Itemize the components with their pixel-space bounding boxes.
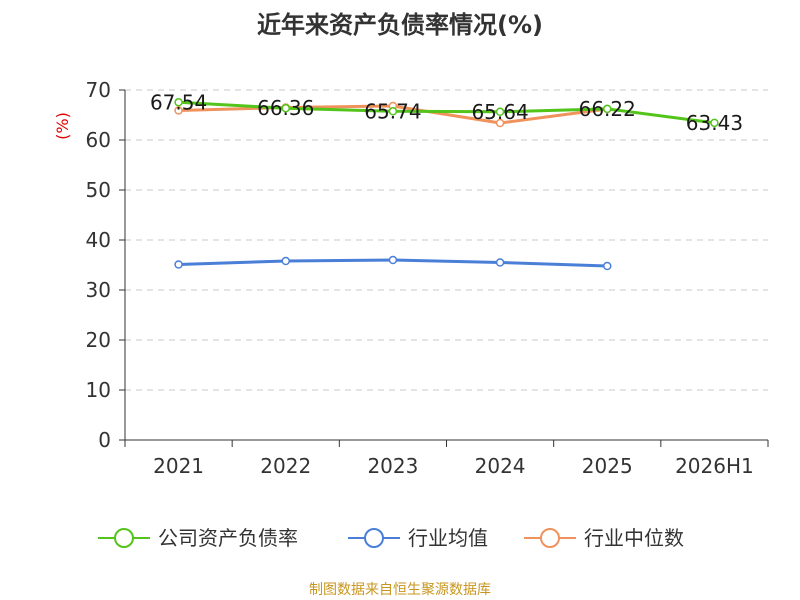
y-tick-label-70: 70 <box>86 78 111 102</box>
series-layer <box>174 98 719 271</box>
point-0-2025 <box>603 104 612 114</box>
gridlines <box>125 89 768 391</box>
y-axis-unit: (%) <box>53 112 72 140</box>
data-label-2021: 67.54 <box>150 90 207 114</box>
data-label-2024: 65.64 <box>471 100 528 124</box>
legend-label-2: 行业中位数 <box>584 526 684 550</box>
x-tick-label-2023: 2023 <box>367 454 418 478</box>
legend: 公司资产负债率 行业均值 行业中位数 <box>98 526 684 550</box>
source-note: 制图数据来自恒生聚源数据库 <box>309 582 491 598</box>
y-tick-label-40: 40 <box>86 228 111 252</box>
y-tick-label-10: 10 <box>86 378 111 402</box>
point-0-2023 <box>388 107 398 116</box>
point-0-2021 <box>174 98 183 107</box>
point-1-2024 <box>495 258 505 267</box>
series-line-0 <box>178 100 715 125</box>
legend-label-0: 公司资产负债率 <box>158 526 298 550</box>
x-tick-label-2026H1: 2026H1 <box>675 454 754 478</box>
chart-title: 近年来资产负债率情况(%) <box>257 11 543 39</box>
point-1-2022 <box>281 256 290 266</box>
data-label-2023: 65.74 <box>364 99 421 123</box>
legend-marker-0 <box>114 528 134 548</box>
point-0-2026H1 <box>710 118 719 128</box>
data-label-2022: 66.36 <box>257 96 314 120</box>
point-0-2024 <box>495 107 505 117</box>
point-1-2021 <box>174 260 183 269</box>
axes: 0 10 20 30 40 50 60 70 2021 2022 2023 2024 2025 2026H… <box>86 78 769 478</box>
point-1-2025 <box>603 261 612 271</box>
data-labels: 67.54 66.36 65.74 65.64 66.22 63.43 <box>150 90 743 135</box>
point-0-2022 <box>281 103 290 113</box>
x-tick-label-2025: 2025 <box>582 454 633 478</box>
data-label-2025: 66.22 <box>579 97 636 121</box>
x-tick-label-2021: 2021 <box>153 454 204 478</box>
y-tick-label-50: 50 <box>86 178 111 202</box>
y-tick-label-30: 30 <box>86 278 111 302</box>
legend-marker-1 <box>364 528 384 548</box>
legend-marker-2 <box>540 528 560 548</box>
point-2-2021 <box>174 106 183 115</box>
y-tick-label-60: 60 <box>86 128 111 152</box>
legend-label-1: 行业均值 <box>408 526 488 550</box>
y-tick-label-0: 0 <box>98 428 111 452</box>
point-2-2024 <box>495 118 505 128</box>
y-tick-label-20: 20 <box>86 328 111 352</box>
data-label-2026H1: 63.43 <box>686 111 743 135</box>
point-1-2023 <box>388 255 398 265</box>
x-tick-label-2022: 2022 <box>260 454 311 478</box>
x-tick-label-2024: 2024 <box>475 454 526 478</box>
